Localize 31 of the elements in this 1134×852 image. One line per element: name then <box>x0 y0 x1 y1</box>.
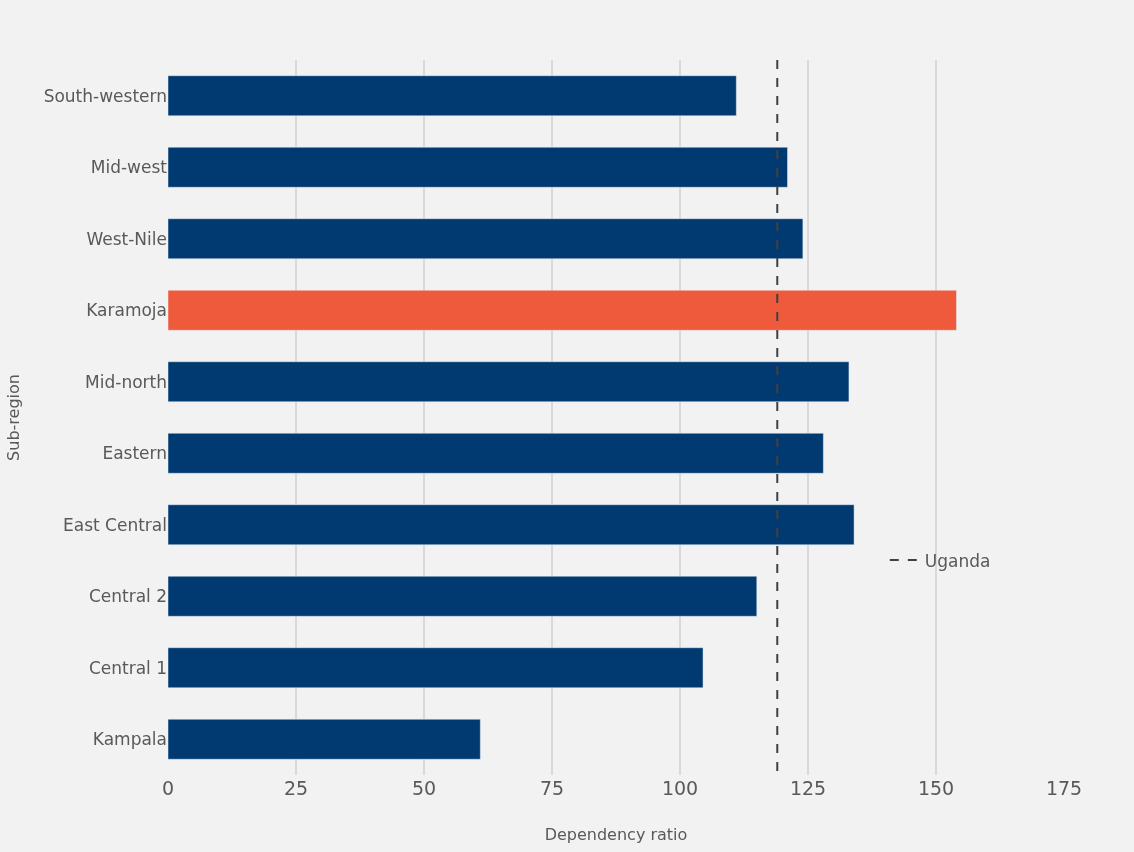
y-tick-label: Karamoja <box>86 300 167 321</box>
bar <box>168 504 855 546</box>
bar <box>168 718 481 760</box>
x-tick-label: 100 <box>661 777 699 799</box>
y-tick-label: West-Nile <box>86 228 167 249</box>
bar <box>168 289 957 331</box>
ref-line-label: Uganda <box>924 550 991 571</box>
bar <box>168 432 824 474</box>
bar <box>168 647 704 689</box>
y-tick-label: Mid-west <box>90 157 168 178</box>
x-axis-title: Dependency ratio <box>544 824 688 844</box>
bar <box>168 575 758 617</box>
y-tick-label: Mid-north <box>85 371 167 392</box>
y-tick-label: Eastern <box>102 443 167 464</box>
x-tick-label: 0 <box>161 777 175 799</box>
x-tick-label: 25 <box>283 777 309 799</box>
y-tick-label: East Central <box>63 514 167 535</box>
x-tick-label: 75 <box>539 777 565 799</box>
y-tick-label: Central 1 <box>88 657 167 678</box>
y-axis-title: Sub-region <box>3 374 23 461</box>
x-tick-label: 50 <box>411 777 437 799</box>
bar <box>168 218 804 260</box>
bar <box>168 146 788 188</box>
y-tick-label: Kampala <box>92 729 167 750</box>
y-tick-label: Central 2 <box>88 586 167 607</box>
y-tick-label: South-western <box>43 85 167 106</box>
bar <box>168 361 850 403</box>
x-tick-label: 175 <box>1045 777 1083 799</box>
x-tick-label: 150 <box>917 777 955 799</box>
x-tick-label: 125 <box>789 777 827 799</box>
bar <box>168 75 737 117</box>
